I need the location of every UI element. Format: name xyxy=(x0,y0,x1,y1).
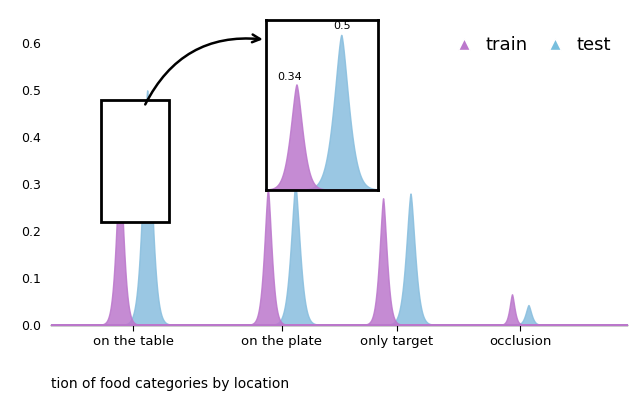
Text: tion of food categories by location: tion of food categories by location xyxy=(51,377,289,392)
Bar xyxy=(100,100,169,222)
Legend: train, test: train, test xyxy=(438,29,618,61)
Text: 0.5: 0.5 xyxy=(333,21,351,30)
Text: 0.34: 0.34 xyxy=(277,72,302,82)
